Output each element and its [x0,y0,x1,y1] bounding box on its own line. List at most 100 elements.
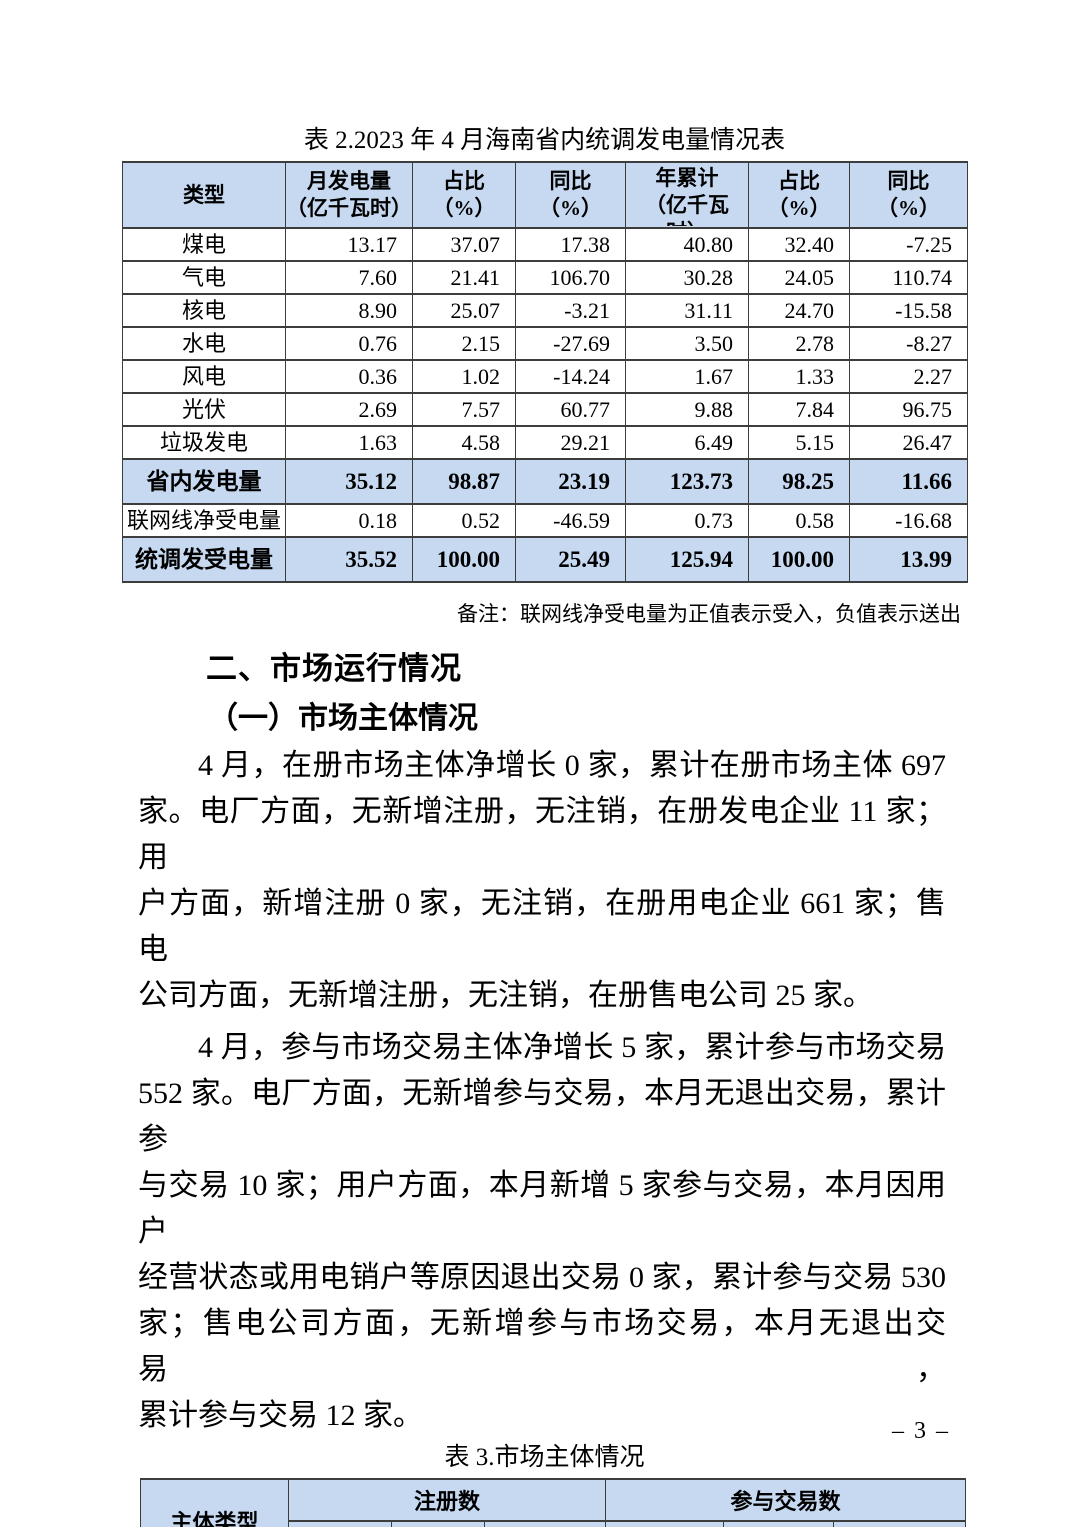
paragraph-line: 4 月，在册市场主体净增长 0 家，累计在册市场主体 697 [198,749,946,782]
cell-value: 123.73 [625,458,749,505]
paragraph-line: 累计参与交易 12 家。 [138,1399,423,1432]
paragraph-registered-entities: 4 月，在册市场主体净增长 0 家，累计在册市场主体 697 家。电厂方面，无新… [138,743,946,1019]
table-row-hydro: 水电 0.76 2.15 -27.69 3.50 2.78 -8.27 [122,326,968,361]
header-cumulative-registered: 累计 [483,1520,607,1527]
table-row-wind: 风电 0.36 1.02 -14.24 1.67 1.33 2.27 [122,359,968,394]
cell-value: -3.21 [515,293,626,328]
cell-value: 98.87 [412,458,516,505]
cell-value: -16.68 [849,503,968,538]
cell-value: 9.88 [625,392,749,427]
table2-note: 备注：联网线净受电量为正值表示受入，负值表示送出 [457,602,961,626]
header-new-trading: 新增 [605,1520,725,1527]
cell-value: 110.74 [849,260,968,295]
cell-value: 4.58 [412,425,516,460]
cell-value: 13.99 [849,536,968,583]
cell-value: 25.07 [412,293,516,328]
cell-value: 0.73 [625,503,749,538]
row-label: 光伏 [122,392,286,427]
row-label: 核电 [122,293,286,328]
paragraph-line: 经营状态或用电销户等原因退出交易 0 家，累计参与交易 530 [138,1261,946,1294]
table2-title: 表 2.2023 年 4 月海南省内统调发电量情况表 [303,127,786,154]
cell-value: 8.90 [285,293,413,328]
header-yoy-year: 同比 （%） [849,161,968,229]
row-label: 省内发电量 [122,458,286,505]
cell-value: 25.49 [515,536,626,583]
paragraph-line: 4 月，参与市场交易主体净增长 5 家，累计参与市场交易 [198,1031,946,1064]
cell-value: 30.28 [625,260,749,295]
table-row-nuclear: 核电 8.90 25.07 -3.21 31.11 24.70 -15.58 [122,293,968,328]
cell-value: 31.11 [625,293,749,328]
table3-group-header-row: 主体类型 注册数 参与交易数 [140,1478,967,1527]
header-trading-group: 参与交易数 [605,1478,967,1522]
header-registration-group: 注册数 [287,1478,607,1522]
cell-value: 35.12 [285,458,413,505]
cell-value: 98.25 [748,458,850,505]
cell-value: 1.02 [412,359,516,394]
cell-value: 24.70 [748,293,850,328]
paragraph-line: 公司方面，无新增注册，无注销，在册售电公司 25 家。 [138,979,873,1012]
cell-value: 0.18 [285,503,413,538]
header-share-year: 占比 （%） [748,161,850,229]
row-label: 水电 [122,326,286,361]
cell-value: 1.33 [748,359,850,394]
row-label: 统调发受电量 [122,536,286,583]
cell-value: 24.05 [748,260,850,295]
header-exited-trading: 退出 [723,1520,835,1527]
generation-table-header-row: 类型 月发电量 （亿千瓦时） 占比 （%） 同比 （%） 年累计 （亿千瓦 时）… [122,161,968,229]
market-entities-table: 主体类型 注册数 参与交易数 新增 注销 累计 新增 退出 累计 发电企业 0 [140,1478,967,1527]
cell-value: 23.19 [515,458,626,505]
cell-value: 21.41 [412,260,516,295]
header-entity-type: 主体类型 [140,1478,289,1527]
cell-value: 0.36 [285,359,413,394]
subsection-heading: （一）市场主体情况 [208,702,478,735]
cell-value: 106.70 [515,260,626,295]
cell-value: -14.24 [515,359,626,394]
cell-value: 40.80 [625,227,749,262]
header-new-registered: 新增 [288,1520,392,1527]
page-number: – 3 – [892,1418,950,1444]
row-label: 垃圾发电 [122,425,286,460]
cell-value: -46.59 [515,503,626,538]
table-row-province-total: 省内发电量 35.12 98.87 23.19 123.73 98.25 11.… [122,458,968,505]
cell-value: 100.00 [748,536,850,583]
header-share-month: 占比 （%） [412,161,516,229]
cell-value: 17.38 [515,227,626,262]
cell-value: 29.21 [515,425,626,460]
cell-value: 5.15 [748,425,850,460]
cell-value: 1.63 [285,425,413,460]
paragraph-line: 家。电厂方面，无新增注册，无注销，在册发电企业 11 家；用 [138,795,946,874]
header-yoy-month: 同比 （%） [515,161,626,229]
table-row-waste: 垃圾发电 1.63 4.58 29.21 6.49 5.15 26.47 [122,425,968,460]
cell-value: 2.78 [748,326,850,361]
paragraph-line: 家；售电公司方面，无新增参与市场交易，本月无退出交易， [138,1307,946,1386]
page-content: 表 2.2023 年 4 月海南省内统调发电量情况表 类型 月发电量 （亿千瓦时… [122,126,968,1527]
cell-value: 1.67 [625,359,749,394]
cell-value: 6.49 [625,425,749,460]
cell-value: -15.58 [849,293,968,328]
cell-value: 26.47 [849,425,968,460]
header-month-generation: 月发电量 （亿千瓦时） [285,161,413,229]
row-label: 煤电 [122,227,286,262]
cell-value: 0.76 [285,326,413,361]
header-deregistered: 注销 [391,1520,485,1527]
row-label: 气电 [122,260,286,295]
cell-value: 7.57 [412,392,516,427]
cell-value: 2.27 [849,359,968,394]
paragraph-line: 552 家。电厂方面，无新增参与交易，本月无退出交易，累计参 [138,1077,946,1156]
cell-value: 35.52 [285,536,413,583]
cell-value: 3.50 [625,326,749,361]
cell-value: 100.00 [412,536,516,583]
paragraph-line: 与交易 10 家；用户方面，本月新增 5 家参与交易，本月因用户 [138,1169,946,1248]
cell-value: 2.69 [285,392,413,427]
row-label: 联网线净受电量 [122,503,286,538]
cell-value: 37.07 [412,227,516,262]
table3-title: 表 3.市场主体情况 [444,1444,645,1471]
cell-value: -8.27 [849,326,968,361]
paragraph-trading-entities: 4 月，参与市场交易主体净增长 5 家，累计参与市场交易 552 家。电厂方面，… [138,1025,946,1439]
table-row-grid-net: 联网线净受电量 0.18 0.52 -46.59 0.73 0.58 -16.6… [122,503,968,538]
cell-value: -27.69 [515,326,626,361]
table-row-coal: 煤电 13.17 37.07 17.38 40.80 32.40 -7.25 [122,227,968,262]
cell-value: 13.17 [285,227,413,262]
table-row-solar: 光伏 2.69 7.57 60.77 9.88 7.84 96.75 [122,392,968,427]
table-row-gas: 气电 7.60 21.41 106.70 30.28 24.05 110.74 [122,260,968,295]
